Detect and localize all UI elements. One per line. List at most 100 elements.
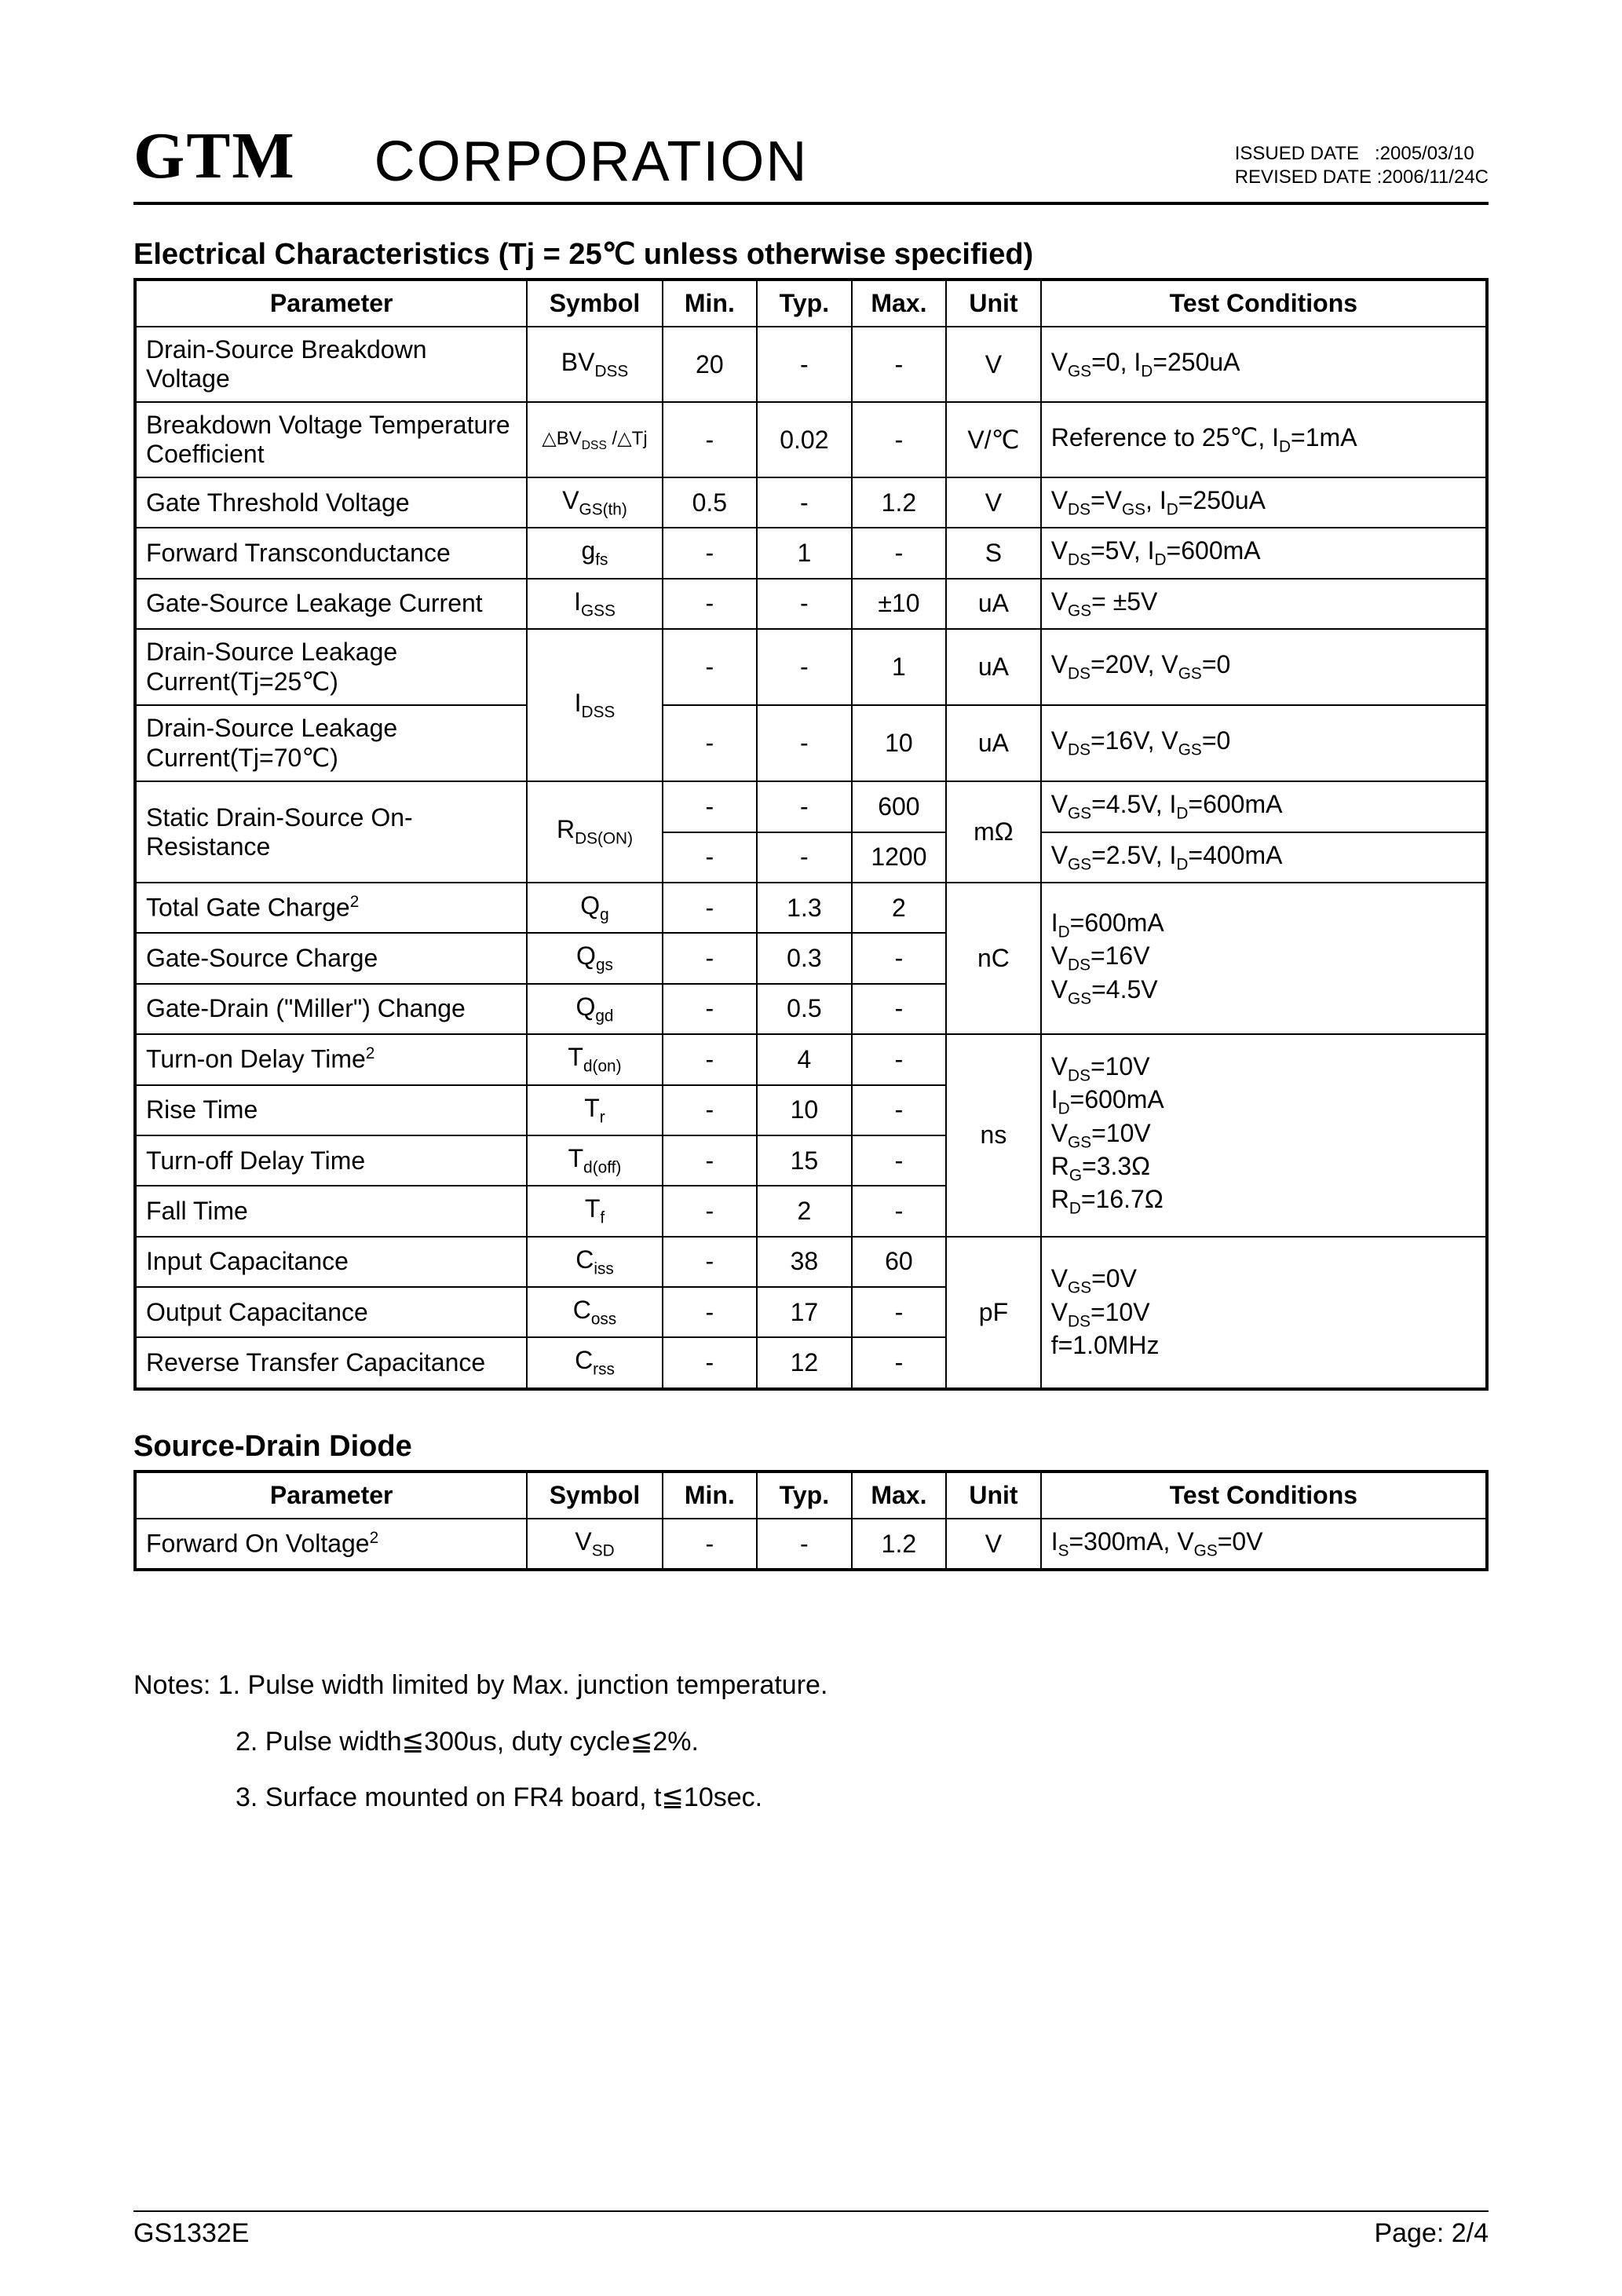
cell-param: Breakdown Voltage Temperature Coefficien…: [135, 402, 527, 477]
th-min: Min.: [663, 1472, 758, 1519]
cell-unit: mΩ: [946, 781, 1041, 883]
cell-param: Output Capacitance: [135, 1287, 527, 1337]
page-header: GTM CORPORATION ISSUED DATE :2005/03/10 …: [133, 118, 1489, 205]
cell-sym: Qg: [527, 883, 662, 933]
footer-left: GS1332E: [133, 2218, 249, 2249]
cell-unit: S: [946, 528, 1041, 578]
th-symbol: Symbol: [527, 1472, 662, 1519]
cell-max: -: [852, 1186, 947, 1236]
cell-sym: RDS(ON): [527, 781, 662, 883]
cell-param: Turn-on Delay Time2: [135, 1034, 527, 1084]
cell-param: Gate-Source Leakage Current: [135, 579, 527, 629]
cell-param: Turn-off Delay Time: [135, 1135, 527, 1186]
cell-typ: 17: [757, 1287, 852, 1337]
th-unit: Unit: [946, 280, 1041, 327]
th-max: Max.: [852, 1472, 947, 1519]
cell-typ: -: [757, 832, 852, 883]
cell-max: -: [852, 933, 947, 983]
elec-title: Electrical Characteristics (Tj = 25℃ unl…: [133, 236, 1489, 272]
cell-max: 60: [852, 1237, 947, 1287]
th-parameter: Parameter: [135, 280, 527, 327]
cell-param: Drain-Source Leakage Current(Tj=70℃): [135, 705, 527, 781]
table-row: Static Drain-Source On-Resistance RDS(ON…: [135, 781, 1487, 832]
table-row: Gate Threshold Voltage VGS(th) 0.5 - 1.2…: [135, 477, 1487, 528]
table-header-row: Parameter Symbol Min. Typ. Max. Unit Tes…: [135, 1472, 1487, 1519]
revised-date: REVISED DATE :2006/11/24C: [1235, 166, 1489, 189]
cell-max: -: [852, 1085, 947, 1135]
cell-unit: nC: [946, 883, 1041, 1034]
cell-typ: 4: [757, 1034, 852, 1084]
revised-value: :2006/11/24C: [1377, 166, 1489, 188]
th-min: Min.: [663, 280, 758, 327]
revised-label: REVISED DATE: [1235, 166, 1372, 188]
cell-max: ±10: [852, 579, 947, 629]
cell-min: -: [663, 984, 758, 1034]
cell-min: -: [663, 1237, 758, 1287]
corporation-text: CORPORATION: [374, 130, 1235, 194]
cell-cond: VDS=20V, VGS=0: [1041, 629, 1487, 705]
notes-block: Notes: 1. Pulse width limited by Max. ju…: [133, 1658, 1489, 1826]
diode-title: Source-Drain Diode: [133, 1430, 1489, 1464]
cell-typ: -: [757, 705, 852, 781]
cell-param: Forward Transconductance: [135, 528, 527, 578]
note-3: 3. Surface mounted on FR4 board, t≦10sec…: [133, 1770, 1489, 1826]
cell-max: -: [852, 1337, 947, 1388]
table-row: Input Capacitance Ciss - 38 60 pF VGS=0V…: [135, 1237, 1487, 1287]
table-row: Drain-Source Leakage Current(Tj=25℃) IDS…: [135, 629, 1487, 705]
cell-unit: uA: [946, 629, 1041, 705]
cell-typ: -: [757, 1519, 852, 1570]
cell-sym: Coss: [527, 1287, 662, 1337]
table-row: Gate-Source Leakage Current IGSS - - ±10…: [135, 579, 1487, 629]
page: GTM CORPORATION ISSUED DATE :2005/03/10 …: [0, 0, 1622, 2296]
cell-min: -: [663, 1034, 758, 1084]
th-typ: Typ.: [757, 1472, 852, 1519]
issued-date: ISSUED DATE :2005/03/10: [1235, 142, 1489, 166]
cell-max: -: [852, 327, 947, 402]
cell-max: 1: [852, 629, 947, 705]
cell-max: 600: [852, 781, 947, 832]
cell-cond: VDS=VGS, ID=250uA: [1041, 477, 1487, 528]
cell-min: -: [663, 705, 758, 781]
cell-typ: 0.3: [757, 933, 852, 983]
th-unit: Unit: [946, 1472, 1041, 1519]
cell-unit: V/℃: [946, 402, 1041, 477]
cell-unit: ns: [946, 1034, 1041, 1237]
cell-typ: 0.02: [757, 402, 852, 477]
cell-param: Static Drain-Source On-Resistance: [135, 781, 527, 883]
cell-unit: V: [946, 1519, 1041, 1570]
cell-cond: VGS= ±5V: [1041, 579, 1487, 629]
cell-sym: Tr: [527, 1085, 662, 1135]
table-row: Drain-Source Leakage Current(Tj=70℃) - -…: [135, 705, 1487, 781]
cell-typ: 15: [757, 1135, 852, 1186]
th-cond: Test Conditions: [1041, 1472, 1487, 1519]
cell-param: Gate-Drain ("Miller") Change: [135, 984, 527, 1034]
cell-sym: Qgd: [527, 984, 662, 1034]
cell-param: Gate-Source Charge: [135, 933, 527, 983]
cell-sym: IDSS: [527, 629, 662, 781]
cell-typ: 1.3: [757, 883, 852, 933]
cell-param: Total Gate Charge2: [135, 883, 527, 933]
cell-sym: Ciss: [527, 1237, 662, 1287]
cell-sym: gfs: [527, 528, 662, 578]
cell-cond: VGS=0, ID=250uA: [1041, 327, 1487, 402]
cell-unit: uA: [946, 579, 1041, 629]
cell-min: 0.5: [663, 477, 758, 528]
cell-typ: 0.5: [757, 984, 852, 1034]
table-row: Drain-Source Breakdown Voltage BVDSS 20 …: [135, 327, 1487, 402]
cell-unit: V: [946, 477, 1041, 528]
th-max: Max.: [852, 280, 947, 327]
cell-param: Gate Threshold Voltage: [135, 477, 527, 528]
cell-cond: VDS=5V, ID=600mA: [1041, 528, 1487, 578]
cell-param: Input Capacitance: [135, 1237, 527, 1287]
cell-typ: 1: [757, 528, 852, 578]
cell-param: Reverse Transfer Capacitance: [135, 1337, 527, 1388]
elec-table: Parameter Symbol Min. Typ. Max. Unit Tes…: [133, 278, 1489, 1391]
table-header-row: Parameter Symbol Min. Typ. Max. Unit Tes…: [135, 280, 1487, 327]
cell-sym: BVDSS: [527, 327, 662, 402]
cell-unit: uA: [946, 705, 1041, 781]
logo-text: GTM: [133, 118, 296, 194]
cell-param: Drain-Source Breakdown Voltage: [135, 327, 527, 402]
cell-typ: 38: [757, 1237, 852, 1287]
cell-max: 1.2: [852, 1519, 947, 1570]
cell-max: 10: [852, 705, 947, 781]
